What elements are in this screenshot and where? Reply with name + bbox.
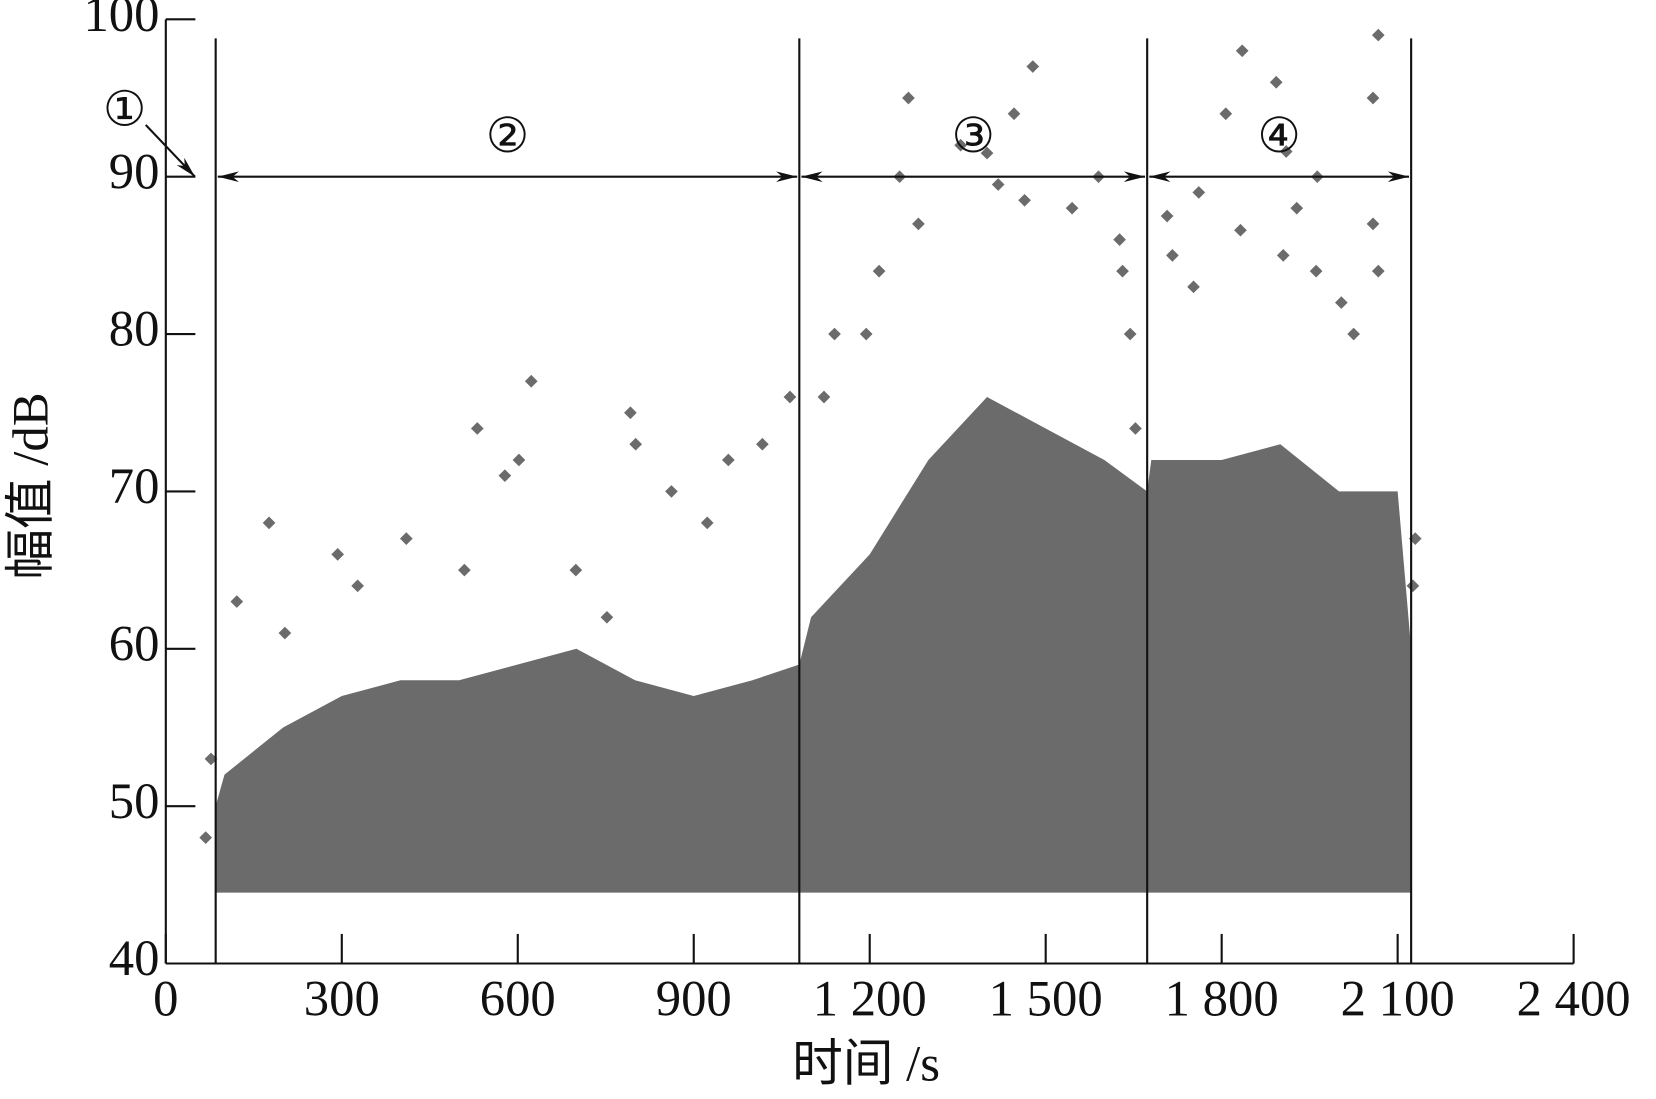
point: [524, 374, 538, 388]
point: [262, 516, 276, 530]
point: [1160, 209, 1174, 223]
point: [700, 516, 714, 530]
point: [278, 626, 292, 640]
point: [1269, 75, 1283, 89]
point: [817, 390, 831, 404]
point: [1123, 327, 1137, 341]
point: [230, 595, 244, 608]
point: [351, 579, 364, 593]
x-tick-label: 1 500: [989, 970, 1103, 1026]
point: [629, 437, 643, 451]
point: [912, 217, 925, 231]
x-tick-label: 1 800: [1165, 970, 1279, 1026]
point: [1371, 264, 1385, 278]
point: [512, 453, 526, 467]
y-tick-label: 70: [109, 458, 160, 514]
x-tick-label: 900: [656, 970, 732, 1026]
point: [1219, 107, 1233, 121]
point: [1026, 60, 1040, 73]
y-tick-label: 40: [109, 930, 160, 986]
point: [569, 563, 583, 577]
point: [624, 406, 637, 420]
point: [399, 532, 413, 545]
point: [1065, 201, 1079, 215]
y-tick-label: 60: [109, 615, 160, 671]
point: [902, 91, 915, 105]
point: [470, 422, 484, 435]
point: [1276, 249, 1290, 262]
y-tick-label: 100: [83, 0, 159, 42]
stage-leader: [144, 124, 196, 178]
point: [1116, 264, 1129, 278]
x-tick-label: 600: [480, 970, 556, 1026]
point: [1113, 233, 1126, 246]
point: [1334, 296, 1348, 309]
point: [1366, 91, 1380, 105]
y-tick-label: 80: [109, 301, 160, 357]
point: [665, 485, 678, 498]
x-tick-label: 300: [304, 970, 380, 1026]
point: [872, 264, 886, 278]
point: [991, 178, 1005, 191]
stage-label: ①: [103, 83, 147, 137]
point: [1371, 28, 1385, 42]
point: [1309, 264, 1323, 278]
x-tick-label: 0: [153, 970, 178, 1026]
point: [458, 563, 471, 577]
point: [1366, 217, 1380, 231]
point: [1234, 223, 1247, 237]
point: [859, 327, 873, 341]
point: [1187, 280, 1200, 294]
point: [1235, 44, 1249, 58]
stage-label: ②: [486, 109, 530, 163]
point: [1290, 201, 1304, 215]
point: [331, 548, 345, 561]
point: [980, 146, 994, 160]
stage-label: ③: [951, 109, 995, 163]
point: [600, 610, 614, 624]
x-tick-label: 2 400: [1517, 970, 1631, 1026]
point: [783, 390, 797, 404]
stage-label: ④: [1257, 109, 1301, 163]
dense-region: [215, 396, 1412, 893]
point: [1129, 422, 1142, 435]
point: [1347, 327, 1360, 341]
point: [1007, 107, 1021, 121]
x-axis-label: 时间 /s: [792, 1036, 940, 1092]
y-axis-label: 幅值 /dB: [3, 392, 59, 579]
point: [1192, 186, 1206, 199]
x-tick-label: 1 200: [813, 970, 927, 1026]
point: [722, 453, 735, 467]
point: [498, 469, 512, 483]
y-tick-label: 50: [109, 773, 160, 829]
x-tick-label: 2 100: [1341, 970, 1455, 1026]
point: [828, 327, 841, 341]
point: [1018, 193, 1031, 207]
point: [756, 437, 769, 451]
point: [204, 752, 218, 766]
point: [199, 831, 213, 844]
y-tick-label: 90: [109, 143, 160, 199]
point: [1406, 579, 1420, 593]
point: [1166, 249, 1179, 262]
